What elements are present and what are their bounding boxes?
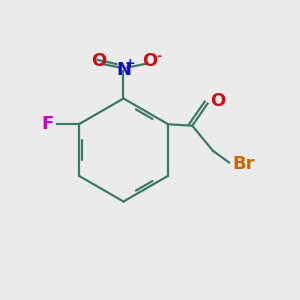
Text: O: O: [91, 52, 106, 70]
Text: F: F: [42, 115, 54, 133]
Text: -: -: [156, 50, 161, 63]
Text: Br: Br: [232, 155, 254, 173]
Text: N: N: [116, 61, 131, 80]
Text: O: O: [142, 52, 158, 70]
Text: O: O: [211, 92, 226, 110]
Text: +: +: [125, 57, 136, 70]
